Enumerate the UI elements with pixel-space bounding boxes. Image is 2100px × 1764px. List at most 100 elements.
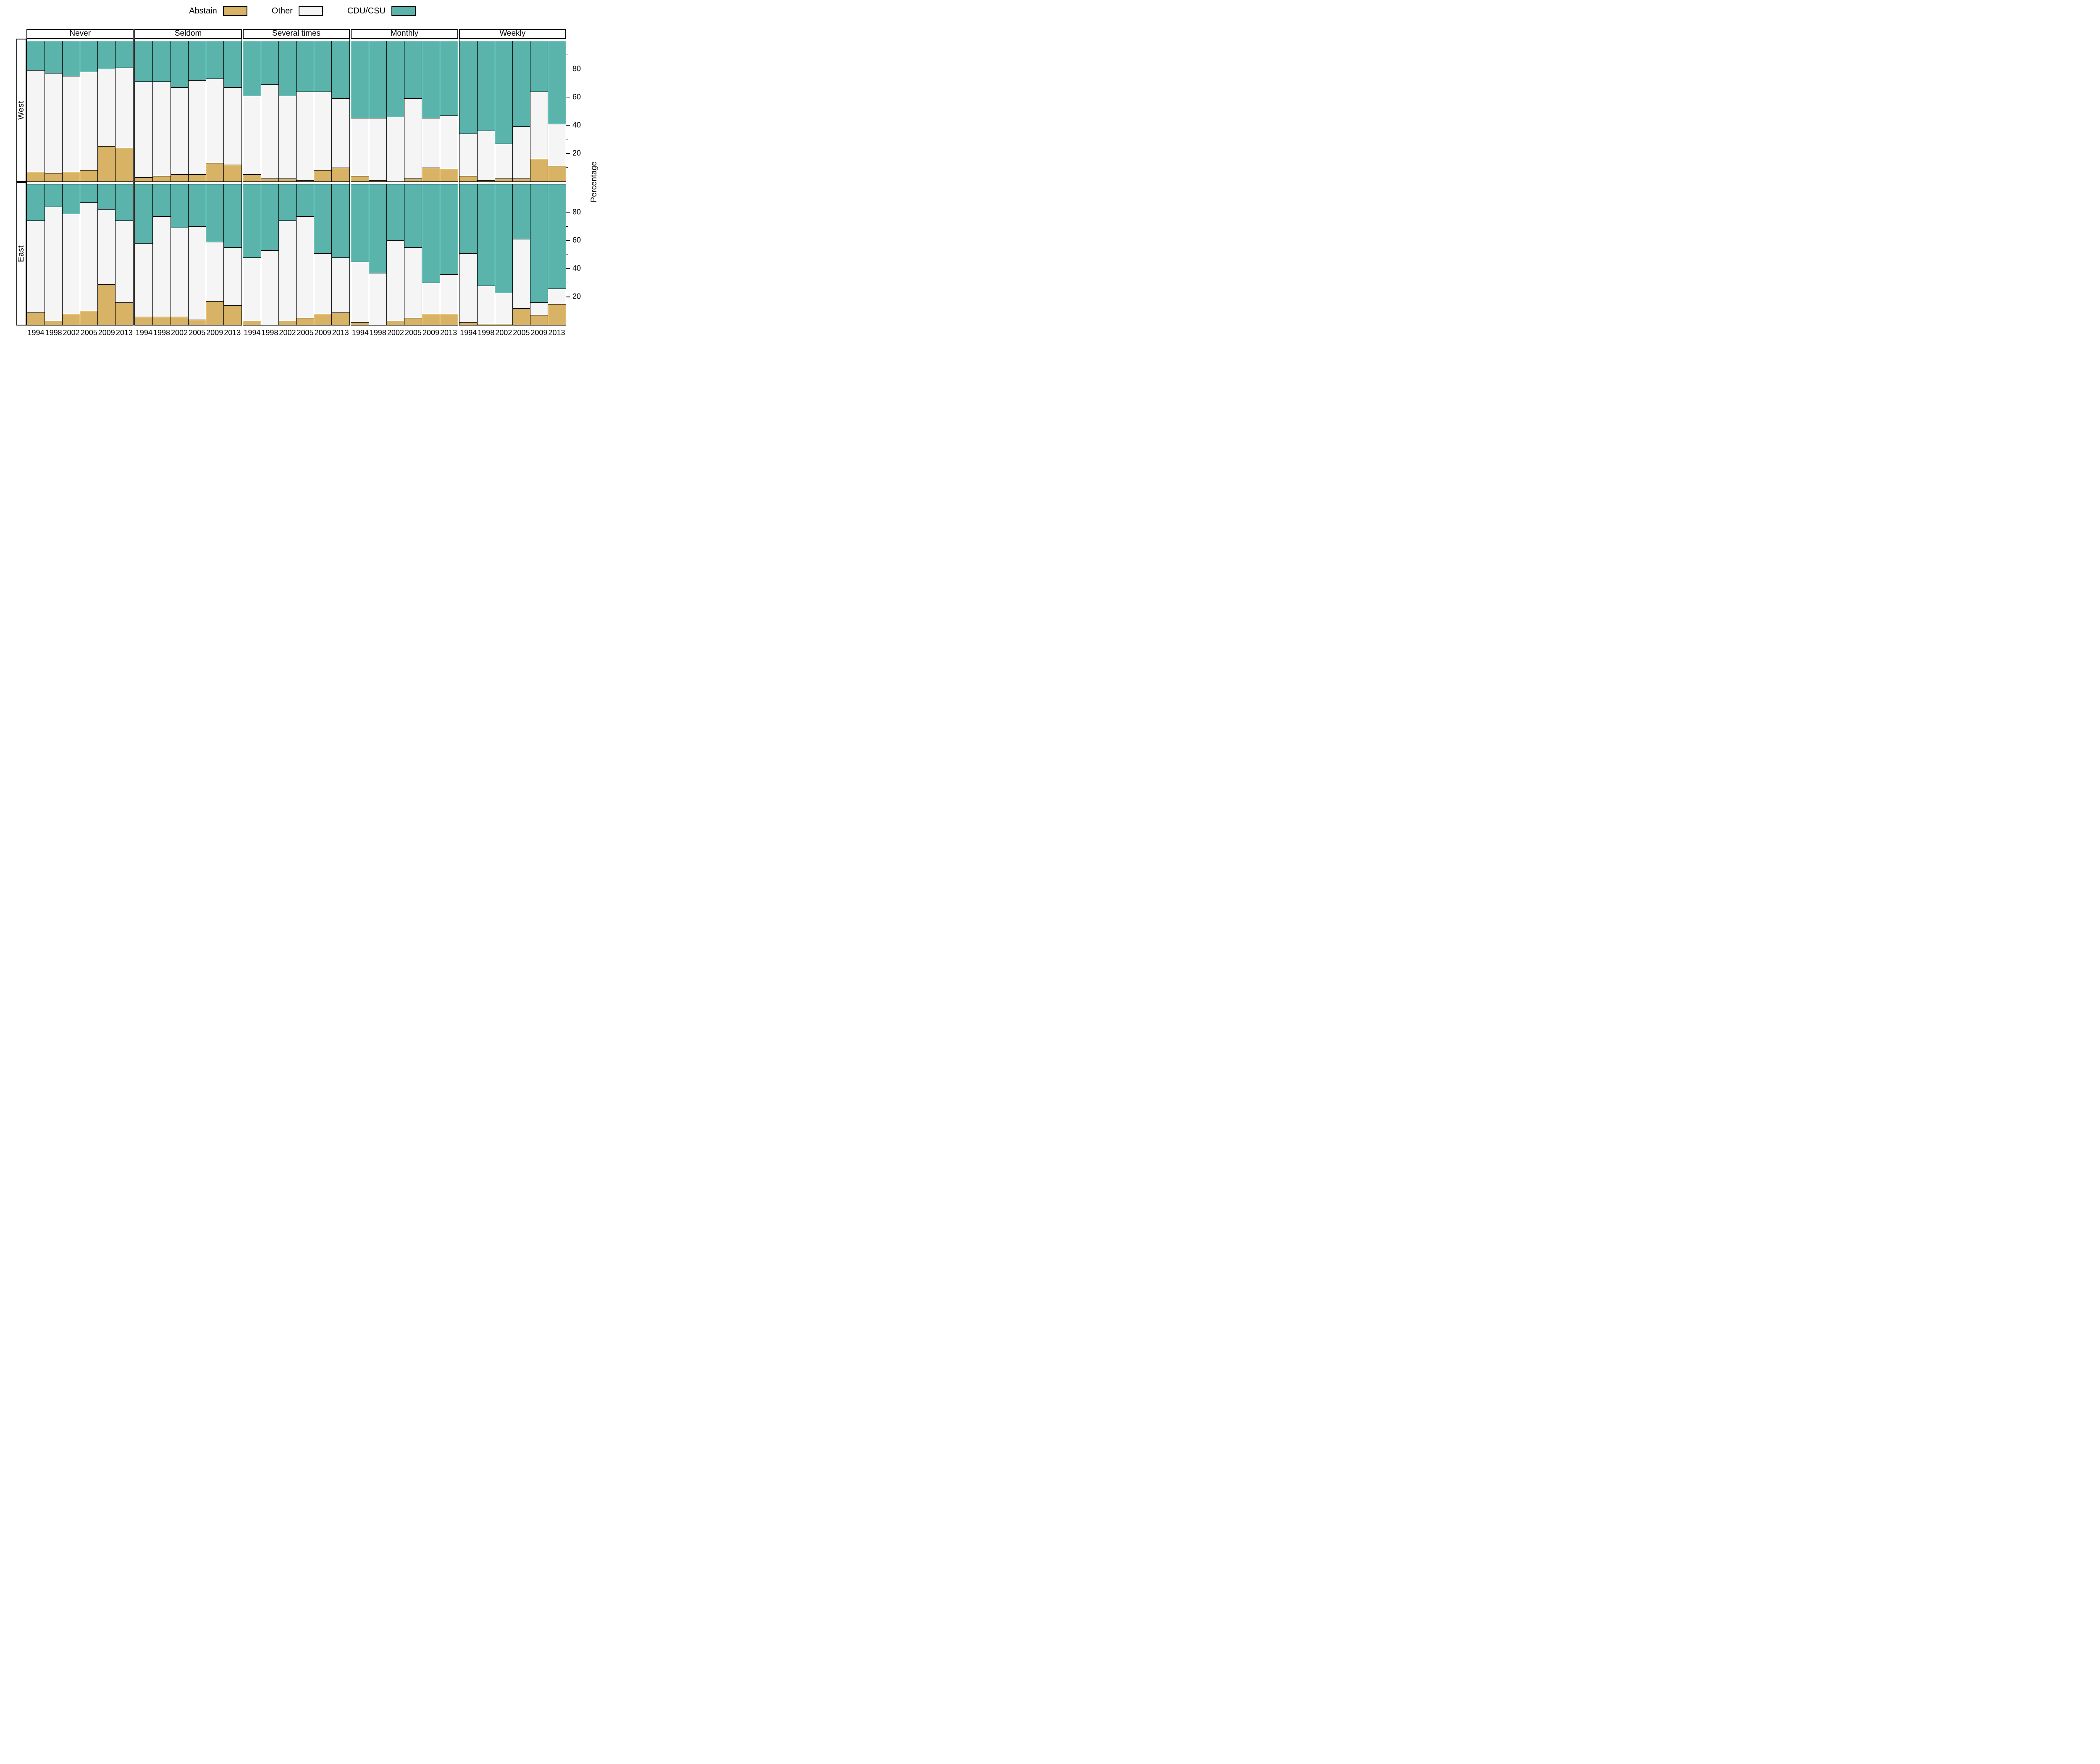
y-axis-title: Percentage [590,161,598,202]
bar-segment-other [548,123,566,166]
bar-segment-cdu-csu [296,41,315,92]
bar-segment-cdu-csu [422,41,440,118]
bar-2002 [170,41,189,181]
year-label-1998: 1998 [369,328,386,337]
bar-segment-cdu-csu [440,41,458,116]
y-axis-tick-label: 20 [572,292,581,301]
bar-1994 [243,41,261,181]
bar-2002 [170,184,189,325]
facet-header-seldom: Seldom [134,29,242,39]
year-label-1998: 1998 [153,328,171,337]
bars-container [243,184,350,325]
bar-segment-abstain [27,171,45,181]
bar-segment-abstain [387,320,405,325]
bar-segment-other [206,242,224,301]
bar-segment-cdu-csu [530,41,548,92]
bars-container [459,184,566,325]
bar-2009 [530,184,548,325]
year-label-2009: 2009 [206,328,223,337]
bar-1994 [135,41,153,181]
row-strip-label-east: East [17,245,26,262]
bar-2013 [547,184,566,325]
bar-segment-cdu-csu [459,41,477,134]
bar-segment-cdu-csu [223,184,242,248]
bar-segment-abstain [477,323,495,325]
bar-segment-cdu-csu [243,41,261,96]
bar-segment-other [387,240,405,321]
bar-segment-cdu-csu [135,184,153,244]
bar-2002 [62,41,81,181]
bar-segment-cdu-csu [387,41,405,117]
bar-segment-other [45,206,63,321]
bar-segment-other [477,285,495,324]
bar-segment-abstain [332,312,350,325]
bar-segment-cdu-csu [548,41,566,124]
bar-segment-abstain [296,318,315,325]
bar-segment-abstain [351,176,369,181]
bar-2005 [188,41,206,181]
bar-segment-abstain [116,302,134,325]
bar-segment-other [27,220,45,312]
bar-segment-cdu-csu [188,184,206,226]
bar-segment-cdu-csu [332,41,350,99]
panel-west-several-times [242,39,350,182]
bar-segment-cdu-csu [171,184,189,228]
bar-segment-cdu-csu [296,184,315,217]
chart-legend: Abstain Other CDU/CSU [0,6,605,16]
panel-east-monthly [351,182,458,326]
bars-container [459,41,566,181]
bar-segment-other [153,216,171,317]
bar-segment-cdu-csu [332,184,350,257]
bar-segment-abstain [116,147,134,181]
bar-segment-other [63,76,81,172]
year-label-2013: 2013 [440,328,457,337]
bar-segment-abstain [422,167,440,181]
bar-2002 [278,184,297,325]
bar-2002 [494,184,513,325]
bar-segment-abstain [135,177,153,181]
bar-segment-cdu-csu [351,184,369,262]
bar-segment-cdu-csu [206,41,224,79]
bar-segment-cdu-csu [80,41,98,72]
bar-segment-other [404,98,423,179]
bar-segment-cdu-csu [548,184,566,289]
bar-segment-abstain [27,312,45,325]
bar-1998 [369,184,387,325]
bar-segment-other [404,247,423,318]
panel-west-monthly [351,39,458,182]
legend-label-abstain: Abstain [189,6,217,16]
bar-2009 [205,41,224,181]
bar-segment-cdu-csu [171,41,189,87]
bar-2005 [80,41,98,181]
bar-segment-other [98,209,116,284]
bar-segment-cdu-csu [188,41,206,80]
bar-segment-other [387,116,405,181]
bar-segment-abstain [459,322,477,325]
bar-segment-other [296,216,315,318]
bar-2009 [97,41,116,181]
row-strip-west: West [16,39,26,182]
legend-item-abstain: Abstain [189,6,247,16]
row-strip-label-west: West [17,101,26,120]
bar-segment-abstain [495,178,513,181]
bar-segment-cdu-csu [512,41,530,127]
bar-segment-abstain [440,314,458,325]
y-axis-tick-label: 80 [572,64,581,73]
legend-swatch-abstain [223,6,247,16]
bar-1994 [243,184,261,325]
bar-1998 [45,41,63,181]
bar-segment-cdu-csu [261,184,279,250]
bar-segment-other [98,69,116,147]
bar-segment-other [332,257,350,312]
bar-2005 [296,184,315,325]
bar-segment-abstain [351,322,369,325]
bar-segment-other [135,243,153,317]
year-label-2013: 2013 [116,328,133,337]
bar-segment-other [171,228,189,317]
bar-segment-abstain [153,176,171,181]
bar-segment-cdu-csu [459,184,477,253]
y-axis-tick-label: 60 [572,92,581,101]
bar-segment-cdu-csu [387,184,405,241]
bar-2002 [494,41,513,181]
bar-segment-cdu-csu [278,41,297,96]
